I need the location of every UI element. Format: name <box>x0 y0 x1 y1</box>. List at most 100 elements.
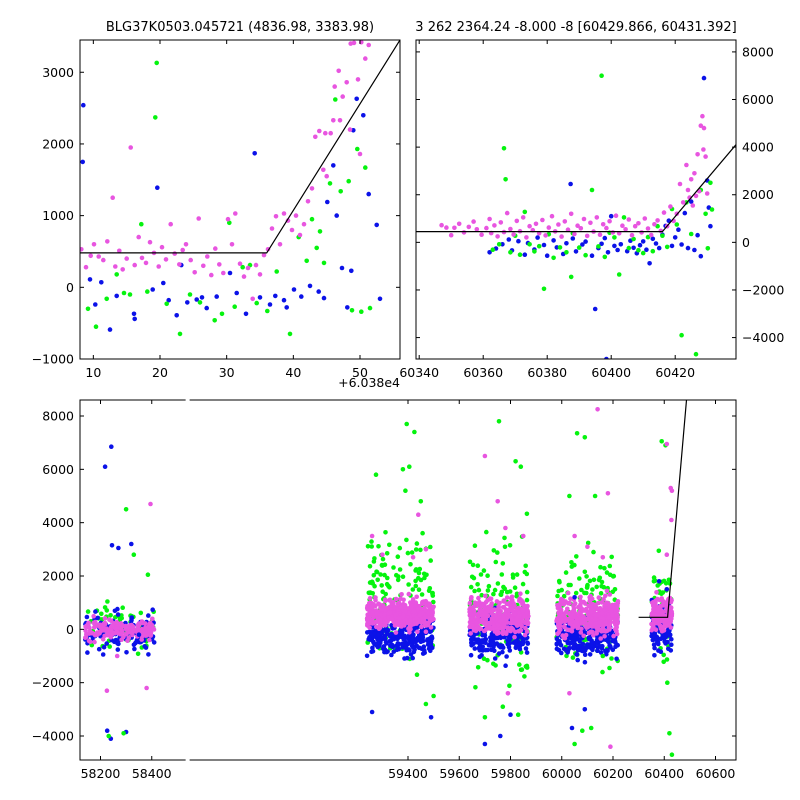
point-green <box>409 550 415 555</box>
point-pink <box>594 630 599 635</box>
bottom-panel: 58200 58400 59400 59600 59800 60000 60200 60400… <box>32 398 737 781</box>
point-green <box>384 551 390 556</box>
point-pink <box>417 612 423 618</box>
point-blue <box>468 652 474 658</box>
point-blue <box>316 289 322 294</box>
point-pink <box>366 42 372 48</box>
point-green <box>610 574 616 579</box>
point-blue <box>155 185 160 190</box>
point-pink <box>599 610 605 616</box>
point-green <box>496 419 502 424</box>
point-pink <box>140 628 145 634</box>
point-green <box>304 258 310 264</box>
point-green <box>232 304 237 310</box>
point-green <box>569 560 574 565</box>
point-green <box>413 583 419 589</box>
point-pink <box>587 598 593 603</box>
x-tick-label: 60420 <box>655 365 695 380</box>
point-pink <box>578 226 584 231</box>
point-blue <box>475 640 480 645</box>
point-pink <box>572 623 577 628</box>
point-pink <box>378 612 384 617</box>
point-blue <box>563 647 569 653</box>
point-pink <box>648 232 654 238</box>
point-blue <box>472 646 478 651</box>
point-blue <box>482 741 488 747</box>
point-green <box>588 725 594 731</box>
point-blue <box>658 649 664 654</box>
point-green <box>517 252 523 257</box>
point-green <box>500 561 506 566</box>
point-green <box>385 575 390 581</box>
point-pink <box>700 113 705 119</box>
point-blue <box>85 650 90 655</box>
point-pink <box>423 608 428 613</box>
point-pink <box>581 216 587 222</box>
point-pink <box>620 223 625 228</box>
point-green <box>589 187 595 193</box>
point-green <box>664 244 670 250</box>
point-blue <box>267 302 273 307</box>
point-blue <box>174 313 179 318</box>
point-blue <box>487 250 492 255</box>
point-pink <box>428 625 434 630</box>
point-blue <box>672 235 678 240</box>
point-blue <box>291 287 297 292</box>
point-pink <box>489 608 495 614</box>
point-green <box>500 704 506 709</box>
point-pink <box>556 615 561 621</box>
point-pink <box>524 629 530 634</box>
point-pink <box>402 609 408 614</box>
point-green <box>265 308 270 314</box>
point-blue <box>419 638 424 644</box>
point-blue <box>124 650 129 655</box>
point-blue <box>488 635 493 640</box>
point-green <box>397 567 403 572</box>
point-pink <box>323 130 328 136</box>
point-pink <box>654 620 660 625</box>
model-line <box>80 40 400 254</box>
point-blue <box>582 652 588 657</box>
point-green <box>379 583 385 588</box>
point-green <box>372 556 377 561</box>
point-pink <box>668 616 674 622</box>
point-green <box>490 247 496 252</box>
point-pink <box>498 220 504 225</box>
point-pink <box>105 239 110 244</box>
point-green <box>478 572 484 577</box>
point-pink <box>603 593 608 599</box>
point-green <box>520 581 526 587</box>
point-pink <box>332 84 338 89</box>
point-pink <box>626 217 632 222</box>
point-green <box>661 652 666 658</box>
point-pink <box>201 263 206 269</box>
point-pink <box>505 620 510 625</box>
axis-break-bottom <box>185 758 190 762</box>
point-blue <box>99 280 104 285</box>
point-blue <box>115 647 121 652</box>
point-green <box>365 544 371 549</box>
point-pink <box>560 633 565 638</box>
point-blue <box>587 652 593 657</box>
point-blue <box>524 650 530 655</box>
point-green <box>407 464 412 470</box>
point-green <box>666 577 672 583</box>
point-pink <box>261 252 267 258</box>
point-green <box>274 269 280 274</box>
point-blue <box>334 213 340 218</box>
point-green <box>481 568 487 573</box>
point-pink <box>518 591 523 596</box>
point-green <box>410 587 416 592</box>
point-blue <box>658 636 664 641</box>
point-green <box>631 236 636 242</box>
point-green <box>524 589 530 595</box>
point-pink <box>499 626 505 631</box>
point-pink <box>562 219 568 224</box>
point-green <box>566 582 571 588</box>
point-pink <box>604 588 610 594</box>
point-pink <box>482 453 488 459</box>
point-pink <box>104 626 109 631</box>
point-pink <box>148 501 153 507</box>
point-blue <box>669 637 674 642</box>
point-pink <box>607 620 613 625</box>
